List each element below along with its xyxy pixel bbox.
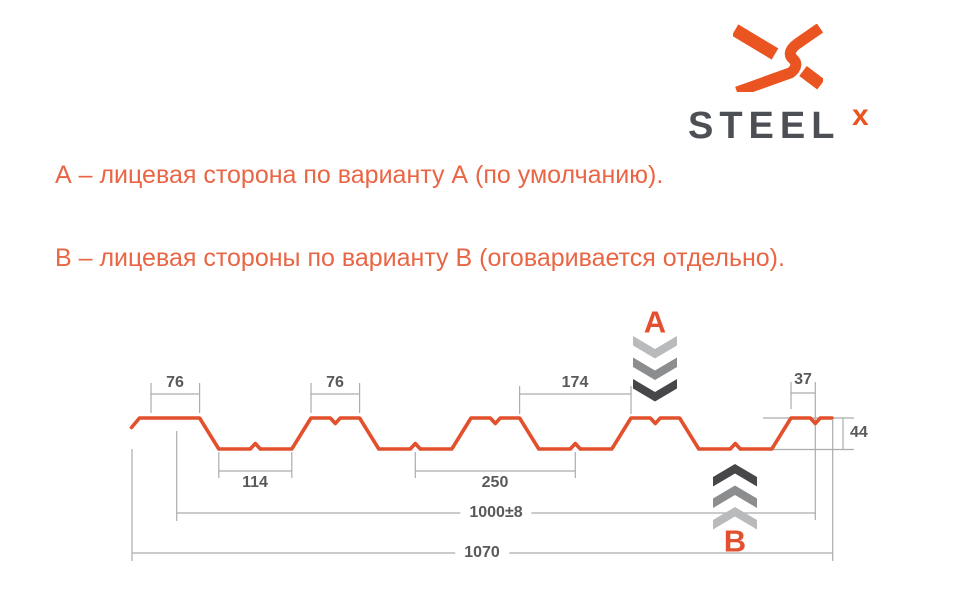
dim-label-working-width: 1000±8	[460, 505, 532, 521]
dim-label-crest-a: 76	[166, 374, 184, 391]
note-variant-b: В – лицевая стороны по варианту В (огова…	[55, 244, 785, 272]
variant-b-label: В	[723, 523, 747, 559]
dim-label-edge-crest: 37	[794, 371, 812, 388]
variant-a-label: А	[643, 304, 667, 340]
logo-wordmark-superscript: x	[852, 99, 869, 132]
dim-label-crest-gap: 174	[561, 374, 589, 391]
dim-label-profile-height: 44	[850, 424, 868, 441]
dimension-lines	[131, 382, 854, 561]
logo-wordmark: STEEL	[688, 105, 841, 147]
profile-outline	[129, 416, 834, 451]
logo-arm-top-left	[733, 24, 779, 60]
steelx-logo-icon	[733, 24, 823, 92]
chevrons-down-icon	[633, 336, 677, 402]
note-variant-a: А – лицевая сторона по варианту А (по ум…	[55, 161, 664, 189]
dim-label-crest-b: 76	[326, 374, 344, 391]
dim-label-pitch: 250	[481, 474, 509, 491]
chevrons-up-icon	[713, 464, 757, 530]
logo-s-band	[735, 24, 823, 92]
dim-label-valley: 114	[242, 474, 268, 491]
dim-label-overall-width: 1070	[455, 545, 509, 561]
logo-arm-bottom-right	[799, 66, 823, 90]
